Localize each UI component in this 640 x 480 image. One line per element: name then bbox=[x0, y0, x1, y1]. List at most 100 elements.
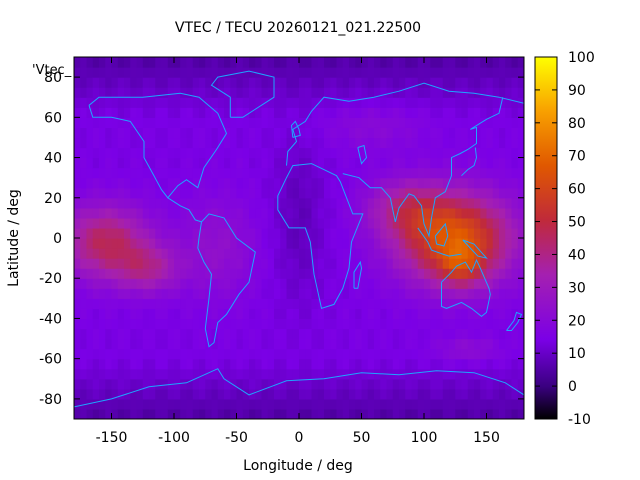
heat-cell bbox=[480, 167, 488, 179]
heat-cell bbox=[480, 388, 488, 400]
heat-cell bbox=[442, 238, 450, 249]
heat-cell bbox=[236, 398, 244, 410]
heat-cell bbox=[249, 117, 256, 128]
heat-cell bbox=[455, 238, 463, 249]
heat-cell bbox=[224, 57, 231, 68]
heat-cell bbox=[367, 408, 375, 419]
heat-cell bbox=[261, 358, 269, 370]
heat-cell bbox=[399, 187, 406, 199]
heat-cell bbox=[486, 157, 494, 169]
heat-cell bbox=[124, 187, 131, 199]
heat-cell bbox=[292, 258, 300, 269]
heat-cell bbox=[105, 197, 113, 209]
heat-cell bbox=[292, 187, 300, 199]
heat-cell bbox=[174, 318, 181, 330]
heat-cell bbox=[324, 338, 331, 350]
heat-cell bbox=[461, 358, 469, 370]
heat-cell bbox=[149, 358, 156, 370]
heat-cell bbox=[349, 197, 356, 209]
y-axis-label: Latitude / deg bbox=[6, 189, 22, 287]
heat-cell bbox=[111, 258, 119, 269]
heat-cell bbox=[274, 398, 281, 410]
heat-cell bbox=[161, 248, 169, 259]
heat-cell bbox=[192, 67, 200, 78]
heat-cell bbox=[305, 177, 313, 189]
heat-cell bbox=[205, 238, 213, 249]
heat-cell bbox=[205, 127, 213, 139]
heat-cell bbox=[74, 368, 81, 380]
heat-cell bbox=[149, 278, 156, 289]
heat-cell bbox=[299, 107, 306, 118]
heat-cell bbox=[361, 248, 369, 259]
heat-cell bbox=[361, 268, 369, 279]
heat-cell bbox=[449, 248, 456, 259]
heat-cell bbox=[199, 278, 206, 289]
heat-cell bbox=[486, 378, 494, 390]
heat-cell bbox=[411, 368, 419, 380]
heat-cell bbox=[511, 67, 519, 78]
heat-cell bbox=[117, 107, 125, 118]
heat-cell bbox=[349, 288, 356, 299]
heat-cell bbox=[474, 107, 481, 118]
heat-cell bbox=[274, 338, 281, 350]
heat-cell bbox=[430, 147, 438, 159]
heat-cell bbox=[92, 328, 100, 340]
heat-cell bbox=[149, 67, 156, 78]
heat-cell bbox=[80, 137, 88, 149]
heat-cell bbox=[424, 238, 431, 249]
heat-cell bbox=[205, 97, 213, 108]
heat-cell bbox=[124, 368, 131, 380]
heat-cell bbox=[417, 288, 425, 299]
heat-cell bbox=[317, 207, 325, 219]
heat-cell bbox=[74, 238, 81, 249]
heat-cell bbox=[424, 408, 431, 419]
heat-cell bbox=[111, 278, 119, 289]
heat-cell bbox=[142, 187, 150, 199]
heat-cell bbox=[511, 177, 519, 189]
heat-cell bbox=[505, 328, 513, 340]
heat-cell bbox=[449, 318, 456, 330]
heat-cell bbox=[186, 318, 194, 330]
heat-cell bbox=[324, 328, 331, 340]
heat-cell bbox=[392, 238, 400, 249]
heat-cell bbox=[255, 217, 263, 229]
heat-cell bbox=[499, 167, 506, 179]
heat-cell bbox=[217, 328, 225, 340]
heat-cell bbox=[186, 388, 194, 400]
heat-cell bbox=[205, 77, 213, 88]
heat-cell bbox=[255, 167, 263, 179]
heat-cell bbox=[186, 238, 194, 249]
heat-cell bbox=[299, 308, 306, 320]
heat-cell bbox=[380, 388, 388, 400]
heat-cell bbox=[224, 388, 231, 400]
heat-cell bbox=[511, 378, 519, 390]
heat-cell bbox=[424, 268, 431, 279]
heat-cell bbox=[392, 278, 400, 289]
heat-cell bbox=[255, 358, 263, 370]
heat-cell bbox=[236, 137, 244, 149]
heat-cell bbox=[380, 57, 388, 68]
heat-cell bbox=[424, 388, 431, 400]
heat-cell bbox=[105, 268, 113, 279]
heat-cell bbox=[411, 197, 419, 209]
heat-cell bbox=[449, 278, 456, 289]
heat-cell bbox=[392, 328, 400, 340]
heat-cell bbox=[392, 137, 400, 149]
heat-cell bbox=[80, 348, 88, 360]
heat-cell bbox=[167, 227, 175, 239]
coastline-japan bbox=[461, 147, 478, 177]
heat-cell bbox=[442, 278, 450, 289]
heat-cell bbox=[324, 308, 331, 320]
heat-cell bbox=[505, 298, 513, 309]
heat-cell bbox=[155, 268, 163, 279]
heat-cell bbox=[130, 77, 138, 88]
heat-cell bbox=[311, 67, 319, 78]
heat-cell bbox=[230, 308, 238, 320]
heat-cell bbox=[155, 328, 163, 340]
heat-cell bbox=[292, 388, 300, 400]
heat-cell bbox=[242, 97, 250, 108]
heat-cell bbox=[280, 378, 288, 390]
heat-cell bbox=[242, 67, 250, 78]
heat-cell bbox=[180, 328, 188, 340]
